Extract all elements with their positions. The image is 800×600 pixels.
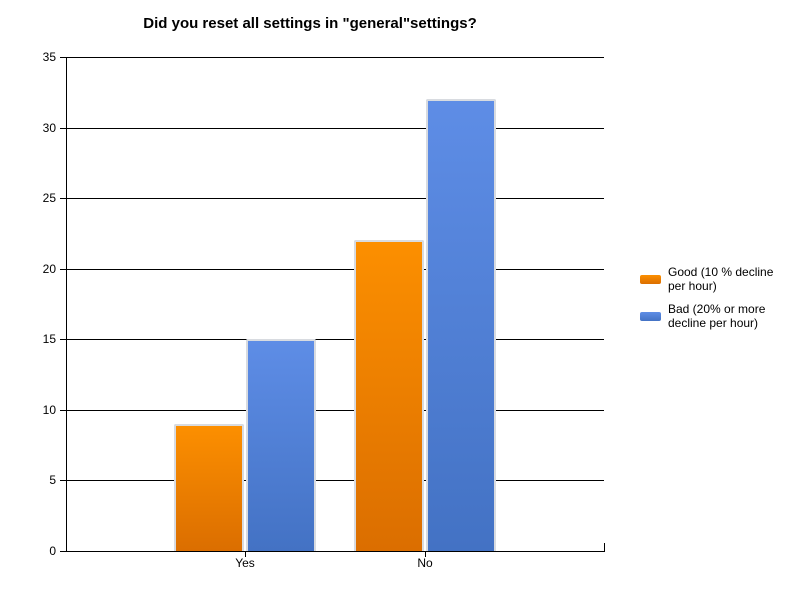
y-tick-mark-25 <box>60 198 66 199</box>
y-axis-label-15: 15 <box>42 332 56 346</box>
y-tick-mark-5 <box>60 480 66 481</box>
legend-item-bad: Bad (20% or more decline per hour) <box>640 302 800 330</box>
gridline-30 <box>66 128 604 129</box>
y-axis-label-30: 30 <box>42 121 56 135</box>
legend-label: Good (10 % decline per hour) <box>668 265 774 293</box>
plot-area <box>66 57 604 551</box>
x-tick-mark-yes <box>245 551 246 557</box>
y-axis-label-25: 25 <box>42 191 56 205</box>
legend: Good (10 % decline per hour) Bad (20% or … <box>640 265 800 339</box>
gridline-10 <box>66 410 604 411</box>
y-axis-label-35: 35 <box>42 50 56 64</box>
gridline-25 <box>66 198 604 199</box>
y-axis-label-20: 20 <box>42 262 56 276</box>
legend-swatch-good <box>640 274 661 284</box>
bar-bad-yes <box>246 339 316 551</box>
legend-label: Bad (20% or more decline per hour) <box>668 302 766 330</box>
y-tick-mark-0 <box>60 551 66 552</box>
gridline-35 <box>66 57 604 58</box>
y-axis-label-5: 5 <box>49 473 56 487</box>
y-tick-mark-10 <box>60 410 66 411</box>
x-axis-label-no: No <box>417 556 433 570</box>
legend-item-good: Good (10 % decline per hour) <box>640 265 800 293</box>
bar-bad-no <box>426 99 496 551</box>
bar-good-yes <box>174 424 244 551</box>
y-axis-label-0: 0 <box>49 544 56 558</box>
y-axis-line <box>66 57 67 552</box>
y-tick-mark-20 <box>60 269 66 270</box>
chart-title: Did you reset all settings in "general"s… <box>143 15 477 32</box>
gridline-5 <box>66 480 604 481</box>
y-tick-mark-30 <box>60 128 66 129</box>
y-tick-mark-35 <box>60 57 66 58</box>
gridline-20 <box>66 269 604 270</box>
bar-good-no <box>354 240 424 551</box>
x-axis-end-tick <box>604 543 605 551</box>
y-tick-mark-15 <box>60 339 66 340</box>
x-axis-line <box>60 551 605 552</box>
x-axis-label-yes: Yes <box>235 556 255 570</box>
legend-swatch-bad <box>640 311 661 321</box>
x-tick-mark-no <box>425 551 426 557</box>
y-axis-label-10: 10 <box>42 403 56 417</box>
gridline-15 <box>66 339 604 340</box>
